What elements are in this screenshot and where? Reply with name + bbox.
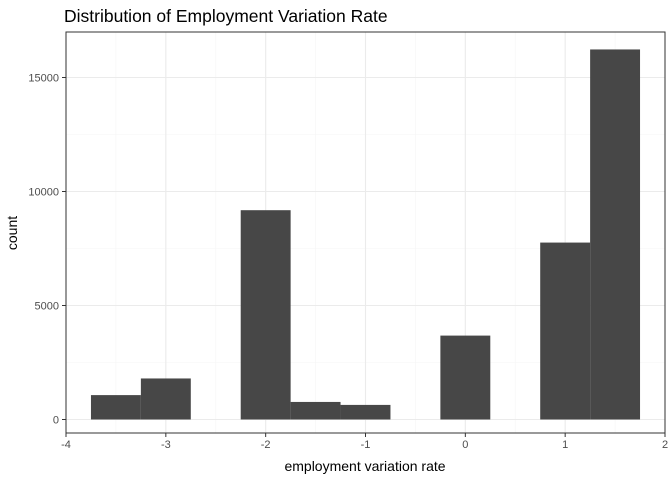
axis-ticks: -4 -3 -2 -1 0 1 2 0 5000 10000 15000 [28, 73, 668, 452]
histogram-bar [240, 210, 291, 420]
y-tick-label: 5000 [35, 301, 59, 313]
chart-title: Distribution of Employment Variation Rat… [64, 6, 388, 26]
x-tick-label: 2 [662, 439, 668, 451]
x-tick-label: -4 [61, 439, 71, 451]
histogram-bar [140, 378, 191, 420]
x-tick-label: 1 [562, 439, 568, 451]
x-axis-title: employment variation rate [284, 458, 445, 474]
histogram-bar [440, 335, 491, 420]
x-tick-label: 0 [462, 439, 468, 451]
x-tick-label: -1 [361, 439, 371, 451]
histogram-bar [290, 401, 341, 420]
x-tick-label: -3 [161, 439, 171, 451]
histogram-bar [90, 395, 141, 420]
y-axis-title: count [4, 216, 20, 250]
histogram-bar [590, 49, 641, 420]
x-tick-label: -2 [261, 439, 271, 451]
y-tick-label: 15000 [28, 73, 59, 85]
histogram-bars [90, 49, 641, 420]
histogram-bar [540, 242, 591, 420]
y-tick-label: 10000 [28, 187, 59, 199]
y-tick-label: 0 [53, 415, 59, 427]
histogram-bar [340, 404, 391, 420]
